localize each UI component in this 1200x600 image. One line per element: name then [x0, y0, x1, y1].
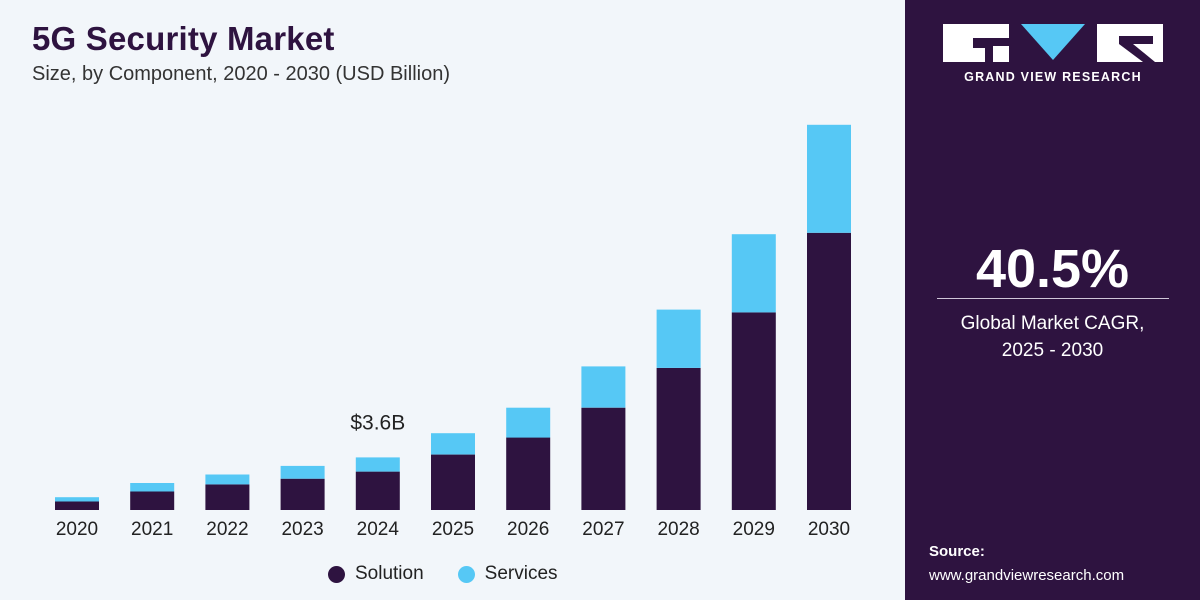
x-tick-label-2022: 2022 [206, 519, 248, 540]
source-url[interactable]: www.grandviewresearch.com [929, 567, 1125, 584]
side-panel: GRAND VIEW RESEARCH 40.5% Global Market … [905, 0, 1200, 600]
x-tick-label-2029: 2029 [733, 519, 775, 540]
x-tick-label-2021: 2021 [131, 519, 173, 540]
bar-solution-2020 [55, 501, 99, 510]
x-tick-label-2030: 2030 [808, 519, 850, 540]
cagr-label: Global Market CAGR, 2025 - 2030 [905, 310, 1200, 364]
x-tick-label-2025: 2025 [432, 519, 474, 540]
cagr-label-line1: Global Market CAGR, [960, 313, 1145, 334]
legend-label-solution: Solution [355, 563, 424, 584]
chart-area: 5G Security Market Size, by Component, 2… [32, 20, 851, 585]
bar-services-2024 [355, 457, 400, 472]
x-tick-label-2026: 2026 [507, 519, 549, 540]
cagr-divider [937, 298, 1169, 299]
legend-swatch-services [457, 565, 475, 583]
bar-services-2026 [506, 407, 551, 438]
legend-item-solution: Solution [328, 563, 424, 585]
x-tick-label-2027: 2027 [582, 519, 624, 540]
source-title: Source: [929, 543, 985, 560]
bar-services-2022 [205, 474, 250, 485]
bar-services-2020 [55, 497, 99, 502]
bar-services-2028 [656, 309, 701, 368]
bar-services-2025 [431, 433, 475, 455]
x-tick-label-2024: 2024 [357, 519, 400, 540]
bar-solution-2029 [731, 312, 776, 510]
chart-subtitle: Size, by Component, 2020 - 2030 (USD Bil… [32, 63, 450, 85]
bar-solution-2022 [205, 484, 250, 510]
bar-solution-2028 [656, 367, 701, 510]
bar-solution-2021 [130, 491, 175, 510]
bar-services-2021 [130, 483, 175, 492]
legend-item-services: Services [457, 563, 558, 585]
bar-solution-2025 [431, 454, 475, 510]
bar-services-2030 [807, 124, 851, 233]
data-label-2024: $3.6B [350, 411, 405, 434]
logo: GRAND VIEW RESEARCH [943, 24, 1163, 84]
bar-solution-2027 [581, 407, 626, 510]
chart-legend: Solution Services [328, 563, 558, 585]
chart-title: 5G Security Market [32, 20, 335, 57]
bar-services-2029 [731, 234, 776, 313]
bar-services-2027 [581, 366, 626, 408]
bar-solution-2024 [355, 471, 400, 510]
bar-chart: 2020 2021 2022 2023 2024 $3.6B 2025 2026 2027 202… [55, 124, 851, 540]
logo-text: GRAND VIEW RESEARCH [964, 70, 1142, 84]
cagr-value: 40.5% [975, 239, 1130, 299]
legend-swatch-solution [328, 565, 345, 583]
bar-services-2023 [280, 465, 325, 479]
x-tick-label-2020: 2020 [56, 519, 98, 540]
x-tick-label-2028: 2028 [657, 519, 699, 540]
logo-mark-icon [943, 24, 1163, 62]
bar-solution-2026 [506, 437, 551, 510]
legend-label-services: Services [484, 563, 558, 584]
bar-solution-2030 [807, 232, 851, 511]
x-tick-label-2023: 2023 [281, 519, 323, 540]
cagr-label-line2: 2025 - 2030 [1001, 340, 1104, 361]
bar-solution-2023 [280, 478, 325, 510]
